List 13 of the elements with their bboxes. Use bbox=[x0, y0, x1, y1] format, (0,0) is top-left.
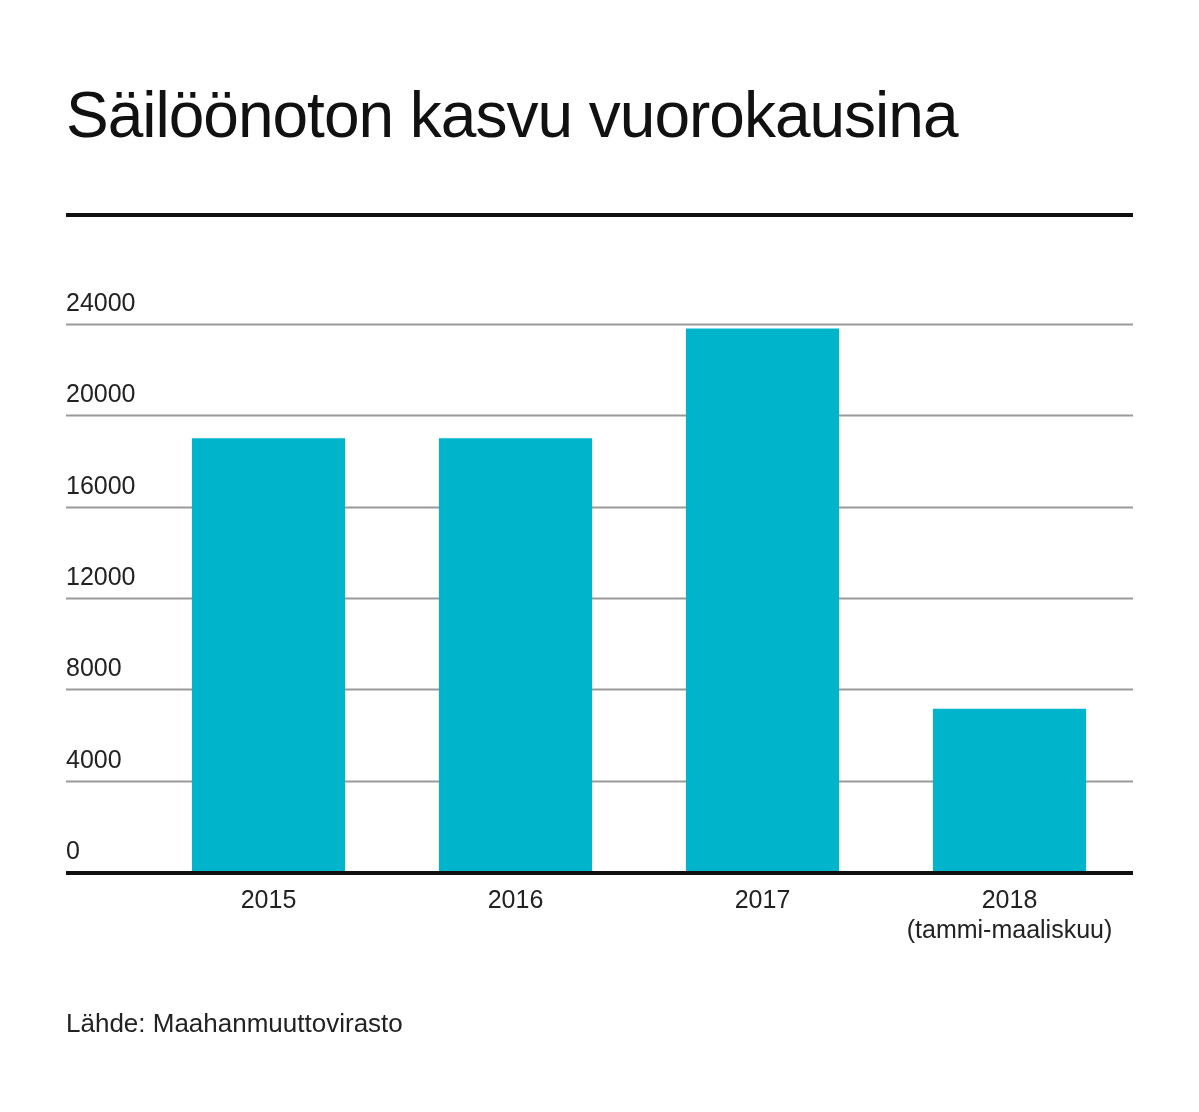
chart-title: Säilöönoton kasvu vuorokausina bbox=[66, 78, 958, 152]
x-tick-label: 2018 (tammi-maaliskuu) bbox=[906, 884, 1113, 943]
y-tick-label: 12000 bbox=[66, 561, 136, 590]
x-tick-label: 2017 bbox=[734, 884, 791, 913]
y-tick-label: 24000 bbox=[66, 287, 136, 316]
y-tick-label: 20000 bbox=[66, 379, 136, 408]
x-tick-label: 2015 bbox=[240, 884, 297, 913]
y-tick-label: 16000 bbox=[66, 470, 136, 499]
text: Lähde: Maahanmuuttovirasto bbox=[66, 1008, 403, 1039]
x-tick-label: 2016 bbox=[487, 884, 544, 913]
y-tick-label: 0 bbox=[66, 835, 80, 864]
y-tick-label: 4000 bbox=[66, 744, 122, 773]
y-tick-label: 8000 bbox=[66, 653, 122, 682]
